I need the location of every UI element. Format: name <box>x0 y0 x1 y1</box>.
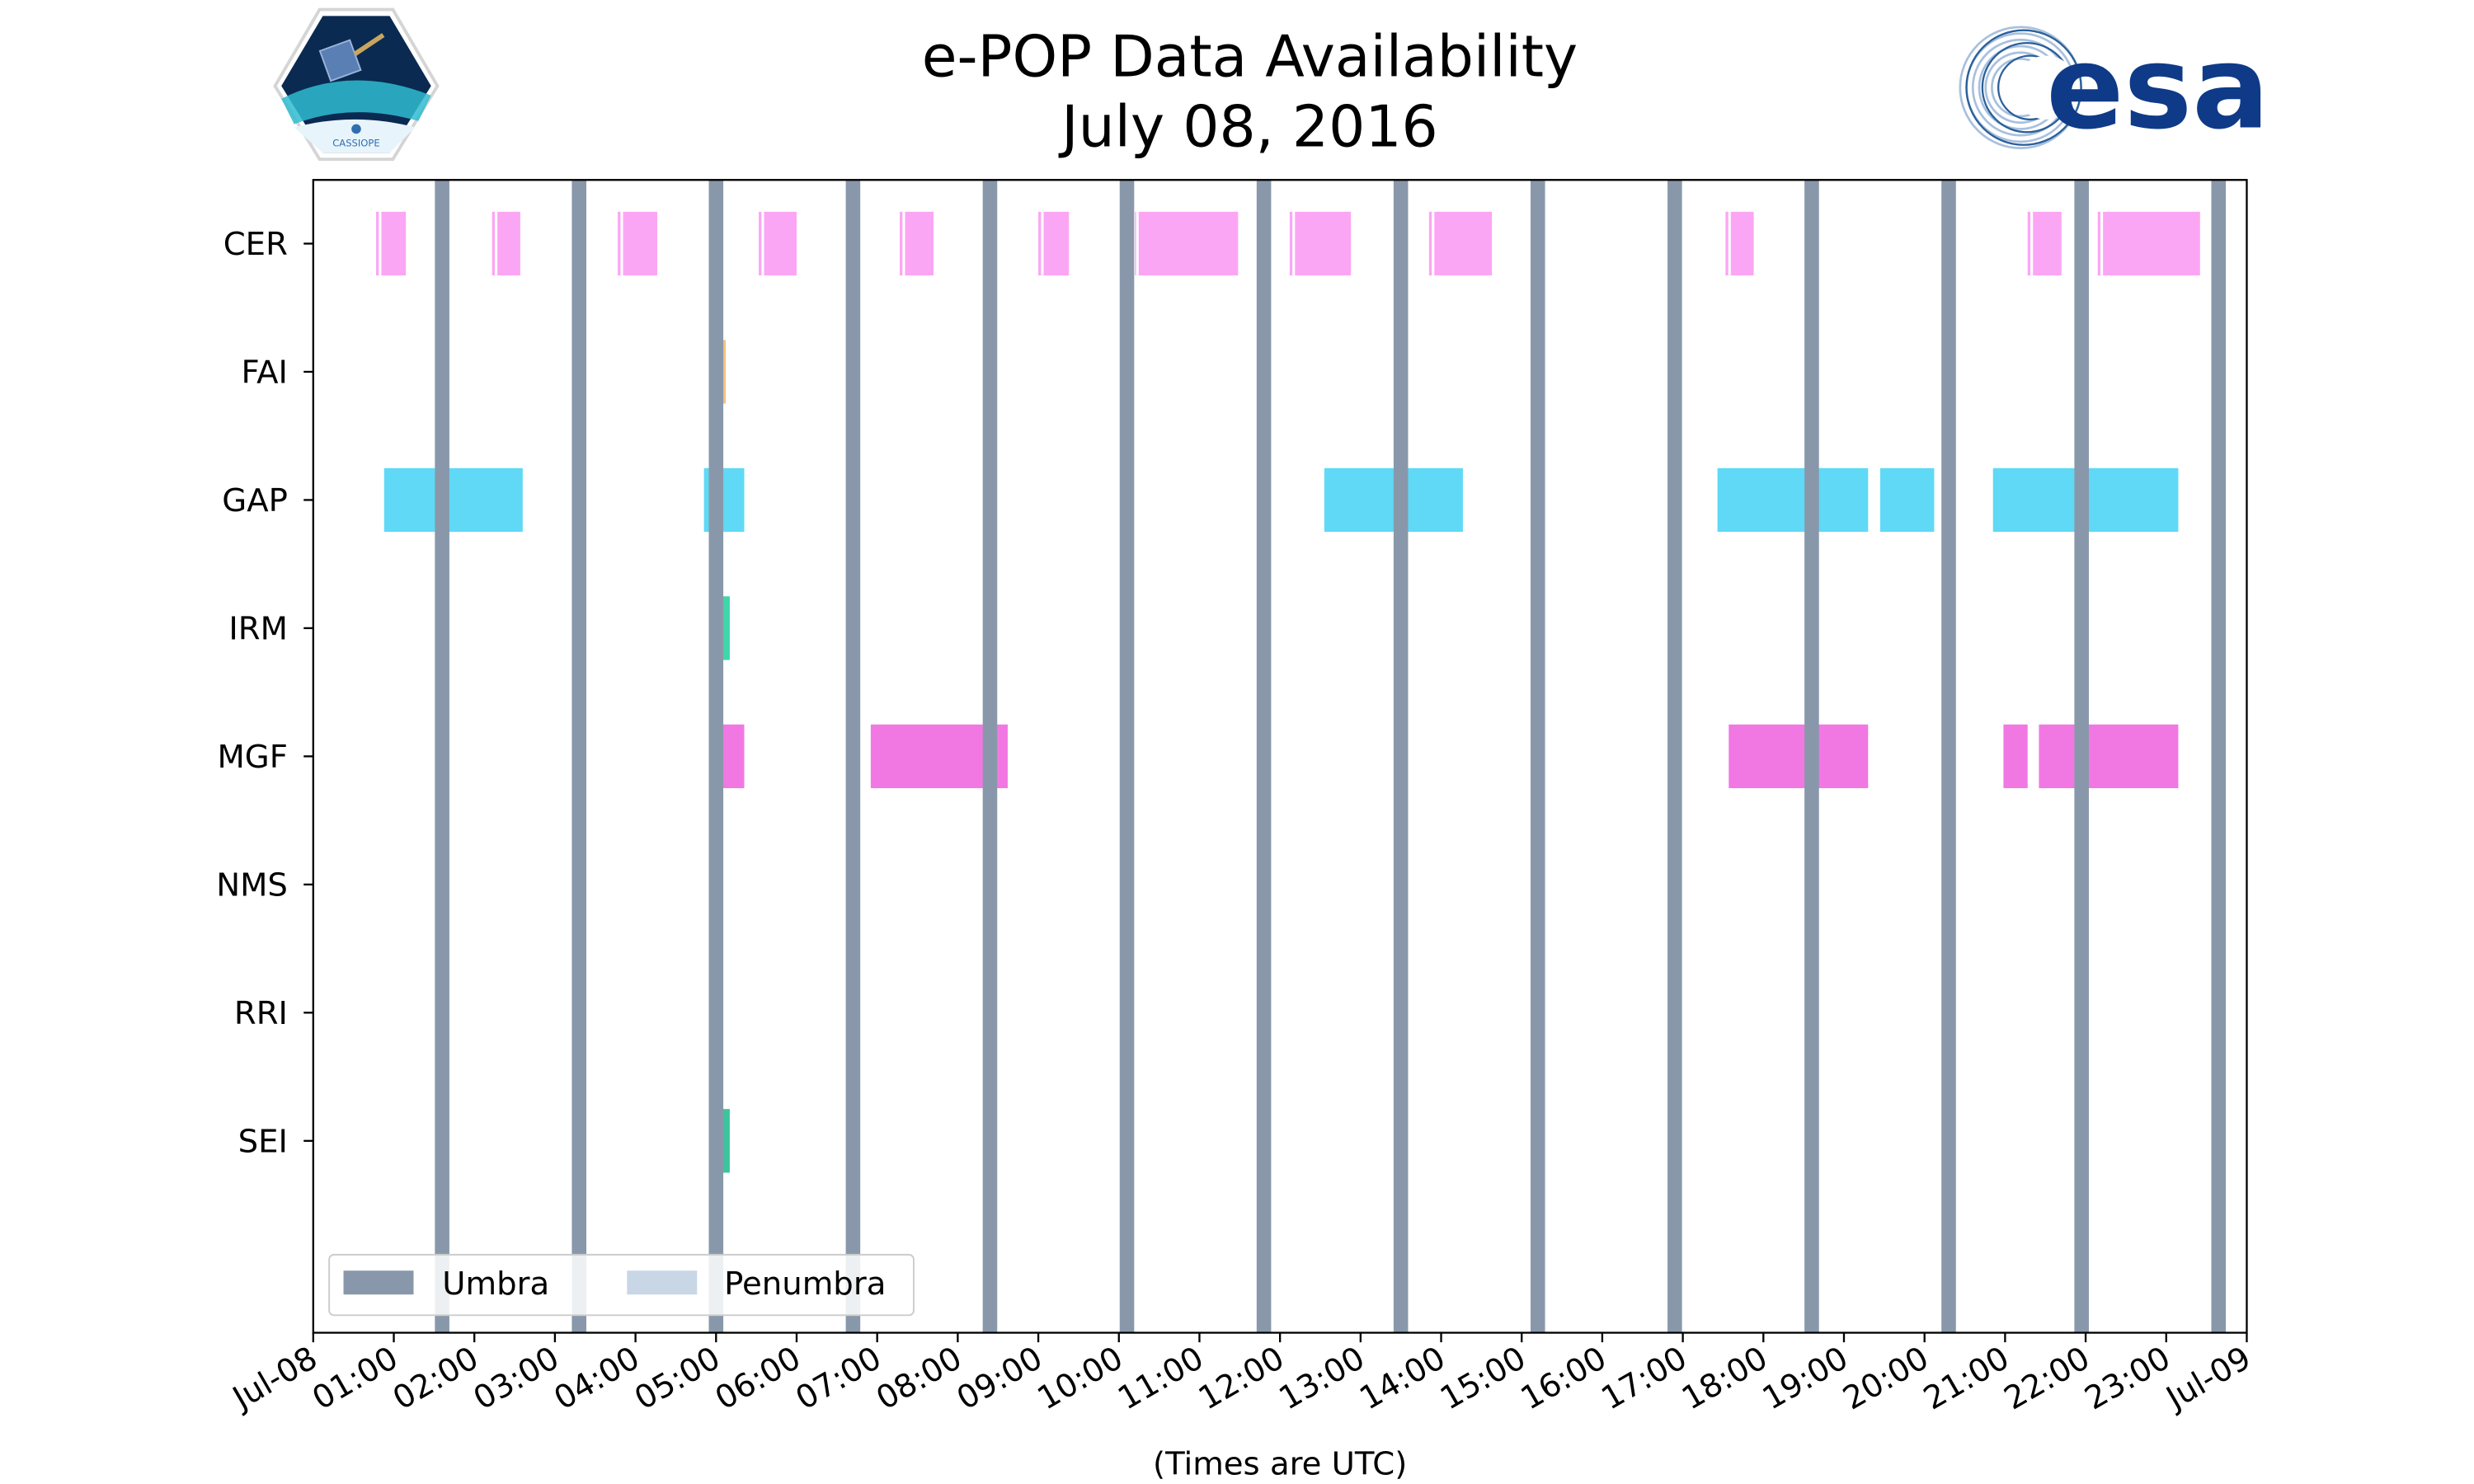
bar-cer-6 <box>1135 211 1239 276</box>
bar-sei-0 <box>722 1109 730 1173</box>
chart-subtitle: July 08, 2016 <box>1058 94 1438 161</box>
umbra-band-11 <box>1941 180 1956 1333</box>
bar-gap-0 <box>383 467 523 533</box>
bar-cer-7 <box>1289 211 1352 276</box>
x-tick-label-7: 07:00 <box>790 1340 888 1418</box>
x-tick-label-1: 01:00 <box>306 1340 404 1418</box>
umbra-band-6 <box>1256 180 1272 1333</box>
x-tick-label-16: 16:00 <box>1515 1340 1613 1418</box>
umbra-band-9 <box>1667 180 1682 1333</box>
x-tick-label-9: 09:00 <box>951 1340 1049 1418</box>
x-tick-label-2: 02:00 <box>387 1340 485 1418</box>
bar-cer-2 <box>618 211 657 276</box>
bar-mgf-4 <box>2039 724 2179 789</box>
y-tick-label-irm: IRM <box>228 610 288 647</box>
x-tick-label-6: 06:00 <box>709 1340 807 1418</box>
bar-cer-10 <box>2027 211 2062 276</box>
x-tick-label-11: 11:00 <box>1112 1340 1210 1418</box>
umbra-band-10 <box>1804 180 1819 1333</box>
bar-mgf-2 <box>1729 724 1869 789</box>
x-tick-label-23: 23:00 <box>2079 1340 2177 1418</box>
bar-cer-3 <box>759 211 797 276</box>
x-tick-label-8: 08:00 <box>870 1340 968 1418</box>
x-tick-label-13: 13:00 <box>1273 1340 1371 1418</box>
x-tick-label-24: Jul-09 <box>2159 1340 2257 1418</box>
cassiope-caption: CASSIOPE <box>332 138 380 149</box>
x-tick-label-3: 03:00 <box>468 1340 566 1418</box>
x-tick-label-5: 05:00 <box>628 1340 727 1418</box>
bar-gap-3 <box>1717 467 1869 533</box>
y-tick-label-gap: GAP <box>222 482 288 519</box>
cassiope-logo: CASSIOPE <box>273 7 440 162</box>
x-tick-label-20: 20:00 <box>1837 1340 1935 1418</box>
umbra-band-4 <box>982 180 998 1333</box>
bar-cer-8 <box>1428 211 1493 276</box>
umbra-band-3 <box>845 180 861 1333</box>
bar-mgf-3 <box>2003 724 2028 789</box>
y-tick-label-nms: NMS <box>216 866 288 904</box>
x-tick-label-19: 19:00 <box>1757 1340 1855 1418</box>
x-tick-label-12: 12:00 <box>1192 1340 1291 1418</box>
umbra-band-2 <box>708 180 724 1333</box>
y-tick-label-rri: RRI <box>234 995 288 1032</box>
bar-cer-4 <box>900 211 934 276</box>
bar-cer-11 <box>2097 211 2200 276</box>
legend-label-umbra: Umbra <box>442 1266 549 1303</box>
umbra-band-8 <box>1530 180 1545 1333</box>
y-axis: CER FAI GAP IRM MGF NMS RRI SEI <box>216 226 313 1160</box>
x-tick-label-0: Jul-08 <box>225 1340 323 1418</box>
umbra-band-7 <box>1393 180 1409 1333</box>
plot-area <box>313 180 2247 1333</box>
x-axis-label: (Times are UTC) <box>1153 1445 1407 1482</box>
y-tick-label-mgf: MGF <box>217 739 287 776</box>
legend-swatch-umbra <box>343 1270 414 1295</box>
x-tick-label-21: 21:00 <box>1917 1340 2015 1418</box>
umbra-band-0 <box>435 180 449 1333</box>
x-tick-label-4: 04:00 <box>548 1340 646 1418</box>
umbra-band-5 <box>1119 180 1135 1333</box>
x-tick-label-17: 17:00 <box>1595 1340 1693 1418</box>
bar-gap-4 <box>1879 467 1935 533</box>
x-tick-label-14: 14:00 <box>1353 1340 1451 1418</box>
x-tick-label-22: 22:00 <box>1998 1340 2096 1418</box>
legend-swatch-penumbra <box>627 1270 698 1295</box>
y-tick-label-cer: CER <box>223 226 288 263</box>
esa-wordmark: esa <box>2046 21 2269 155</box>
legend-box <box>328 1253 915 1317</box>
x-tick-label-18: 18:00 <box>1676 1340 1774 1418</box>
esa-logo: esa <box>1959 21 2269 155</box>
umbra-band-1 <box>571 180 587 1333</box>
x-axis: Jul-0801:0002:0003:0004:0005:0006:0007:0… <box>225 1332 2257 1418</box>
legend-label-penumbra: Penumbra <box>724 1266 886 1303</box>
x-tick-label-15: 15:00 <box>1434 1340 1532 1418</box>
chart-title: e-POP Data Availability <box>922 24 1578 91</box>
bar-fai-0 <box>722 340 727 404</box>
legend: Umbra Penumbra <box>328 1253 915 1317</box>
y-tick-label-sei: SEI <box>238 1123 288 1160</box>
umbra-band-12 <box>2074 180 2089 1333</box>
bar-irm-0 <box>722 596 730 660</box>
umbra-bands <box>435 180 2227 1333</box>
umbra-band-13 <box>2211 180 2227 1333</box>
y-tick-label-fai: FAI <box>241 354 287 391</box>
x-tick-label-10: 10:00 <box>1032 1340 1130 1418</box>
